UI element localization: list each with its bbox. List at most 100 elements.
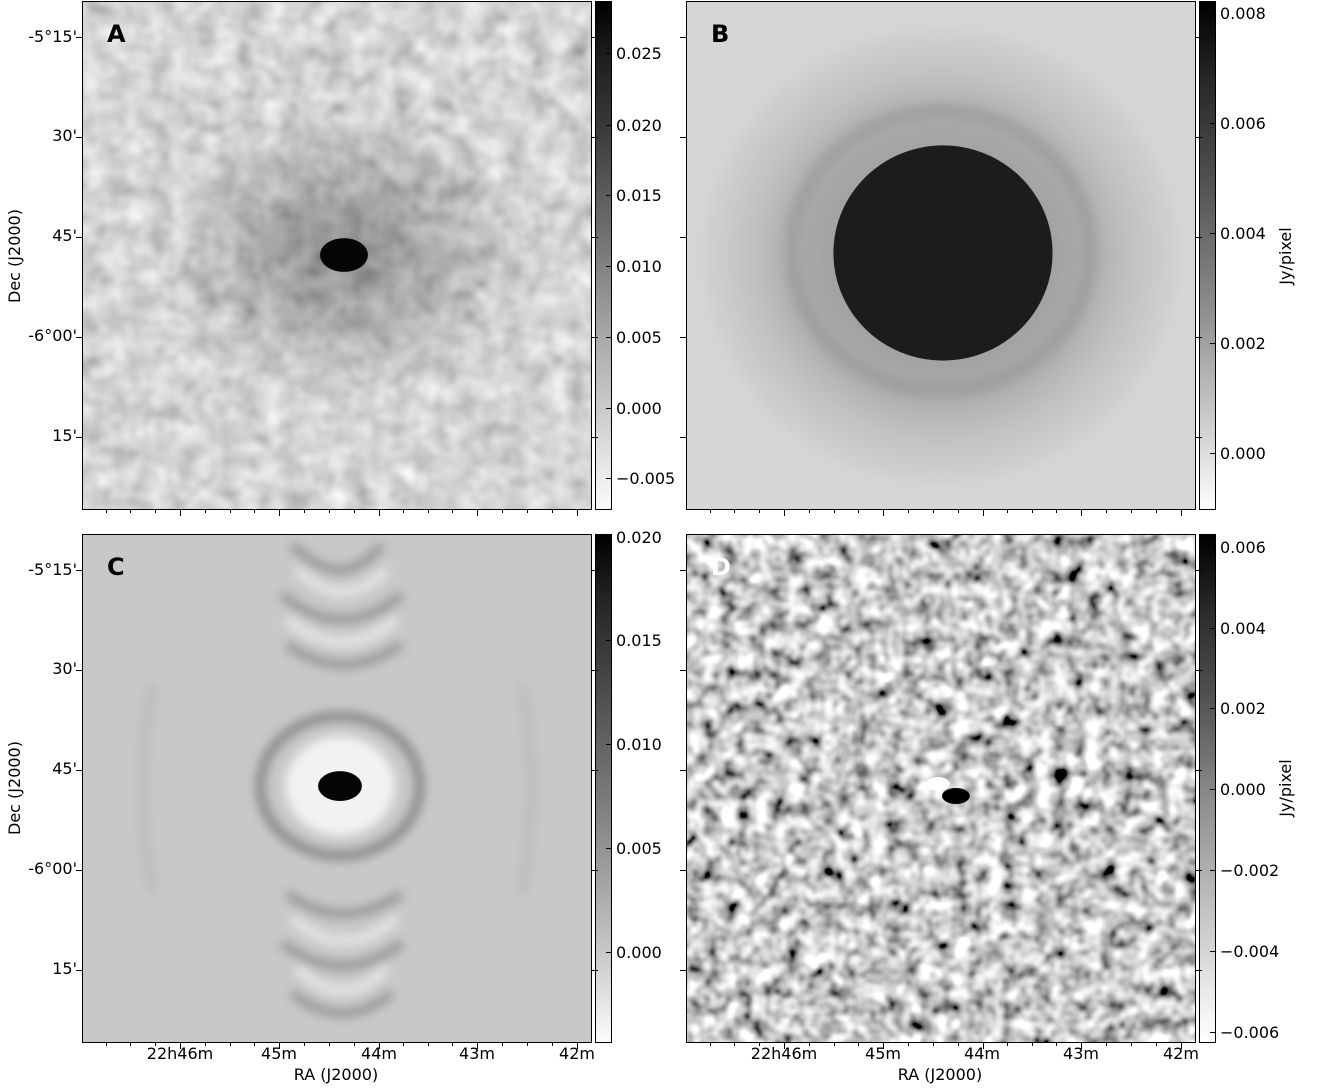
colorbar-a-tick-label: 0.010 bbox=[616, 257, 662, 276]
ra-minor-tick-mark bbox=[1131, 510, 1132, 513]
ra-minor-tick-mark bbox=[1131, 1043, 1132, 1046]
ra-minor-tick-mark bbox=[254, 510, 255, 513]
ra-minor-tick-mark bbox=[1032, 1043, 1033, 1046]
colorbar-d-tick-label: 0.002 bbox=[1220, 699, 1266, 718]
colorbar-d-unit: Jy/pixel bbox=[1276, 759, 1295, 817]
dec-tick-mark bbox=[76, 970, 82, 971]
ra-minor-tick-mark bbox=[958, 510, 959, 513]
ra-minor-tick-mark bbox=[1056, 1043, 1057, 1046]
dec-tick-mark bbox=[76, 870, 82, 871]
colorbar-tick-mark bbox=[1210, 453, 1216, 454]
colorbar-tick-mark bbox=[606, 478, 612, 479]
dec-tick-label: 15' bbox=[52, 959, 77, 978]
colorbar-b-tick-label: 0.008 bbox=[1220, 4, 1266, 23]
ra-minor-tick-mark bbox=[205, 1043, 206, 1046]
colorbar-tick-mark bbox=[606, 337, 612, 338]
colorbar-a-tick-label: 0.000 bbox=[616, 399, 662, 418]
ra-tick-label: 44m bbox=[964, 1044, 1000, 1063]
dec-axis-title: Dec (J2000) bbox=[5, 209, 24, 303]
ra-tick-mark bbox=[379, 510, 380, 516]
dec-tick-mark bbox=[592, 337, 598, 338]
ra-minor-tick-mark bbox=[933, 510, 934, 513]
ra-minor-tick-mark bbox=[759, 510, 760, 513]
colorbar-tick-mark bbox=[1210, 870, 1216, 871]
ra-minor-tick-mark bbox=[908, 1043, 909, 1046]
ra-tick-mark bbox=[577, 1043, 578, 1049]
ra-tick-mark bbox=[1181, 510, 1182, 516]
ra-minor-tick-mark bbox=[734, 1043, 735, 1046]
dec-tick-mark bbox=[76, 337, 82, 338]
panel-c-map bbox=[83, 535, 591, 1042]
ra-axis-title: RA (J2000) bbox=[293, 1065, 379, 1084]
panel-b-label: B bbox=[711, 20, 730, 48]
ra-minor-tick-mark bbox=[230, 1043, 231, 1046]
colorbar-d-tick-label: 0.004 bbox=[1220, 619, 1266, 638]
ra-tick-label: 43m bbox=[1063, 1044, 1099, 1063]
ra-tick-mark bbox=[279, 1043, 280, 1049]
ra-minor-tick-mark bbox=[1032, 510, 1033, 513]
ra-minor-tick-mark bbox=[834, 510, 835, 513]
dec-tick-mark bbox=[592, 770, 598, 771]
colorbar-tick-mark bbox=[1210, 13, 1216, 14]
ra-minor-tick-mark bbox=[527, 510, 528, 513]
ra-tick-label: 42m bbox=[1163, 1044, 1199, 1063]
ra-minor-tick-mark bbox=[1156, 1043, 1157, 1046]
dec-tick-mark bbox=[592, 870, 598, 871]
dec-tick-mark bbox=[680, 870, 686, 871]
ra-tick-label: 22h46m bbox=[146, 1044, 214, 1063]
dec-tick-label: 30' bbox=[52, 126, 77, 145]
ra-minor-tick-mark bbox=[130, 1043, 131, 1046]
ra-minor-tick-mark bbox=[1056, 510, 1057, 513]
colorbar-d bbox=[1199, 534, 1216, 1043]
ra-tick-mark bbox=[477, 510, 478, 516]
ra-minor-tick-mark bbox=[809, 1043, 810, 1046]
panel-c-label: C bbox=[107, 553, 125, 581]
ra-minor-tick-mark bbox=[1106, 510, 1107, 513]
ra-tick-mark bbox=[180, 510, 181, 516]
dec-tick-mark bbox=[592, 237, 598, 238]
panel-d-image: D bbox=[686, 534, 1196, 1043]
panel-a-source bbox=[320, 238, 368, 272]
dec-tick-mark bbox=[680, 37, 686, 38]
ra-minor-tick-mark bbox=[908, 510, 909, 513]
dec-tick-mark bbox=[592, 970, 598, 971]
dec-tick-mark bbox=[1196, 970, 1202, 971]
ra-minor-tick-mark bbox=[958, 1043, 959, 1046]
colorbar-d-tick-label: 0.006 bbox=[1220, 538, 1266, 557]
ra-axis-title: RA (J2000) bbox=[897, 1065, 983, 1084]
dec-tick-mark bbox=[592, 437, 598, 438]
colorbar-b-tick-label: 0.000 bbox=[1220, 444, 1266, 463]
colorbar-tick-mark bbox=[606, 266, 612, 267]
panel-b-image: B bbox=[686, 1, 1196, 510]
ra-minor-tick-mark bbox=[304, 510, 305, 513]
colorbar-tick-mark bbox=[1210, 951, 1216, 952]
dec-tick-label: 15' bbox=[52, 426, 77, 445]
ra-minor-tick-mark bbox=[254, 1043, 255, 1046]
colorbar-tick-mark bbox=[606, 848, 612, 849]
ra-tick-mark bbox=[883, 1043, 884, 1049]
dec-tick-label: 45' bbox=[52, 226, 77, 245]
ra-minor-tick-mark bbox=[106, 1043, 107, 1046]
dec-tick-mark bbox=[1196, 337, 1202, 338]
colorbar-b-unit: Jy/pixel bbox=[1276, 227, 1295, 285]
ra-minor-tick-mark bbox=[1007, 1043, 1008, 1046]
colorbar-tick-mark bbox=[1210, 343, 1216, 344]
dec-tick-mark bbox=[592, 137, 598, 138]
ra-tick-mark bbox=[784, 510, 785, 516]
panel-c-image: C bbox=[82, 534, 592, 1043]
ra-tick-mark bbox=[279, 510, 280, 516]
ra-tick-mark bbox=[477, 1043, 478, 1049]
ra-minor-tick-mark bbox=[527, 1043, 528, 1046]
dec-tick-mark bbox=[1196, 437, 1202, 438]
panel-d-residual-dark bbox=[941, 788, 970, 804]
ra-minor-tick-mark bbox=[428, 1043, 429, 1046]
dec-tick-label: -6°00' bbox=[28, 859, 77, 878]
dec-tick-mark bbox=[76, 437, 82, 438]
ra-tick-mark bbox=[379, 1043, 380, 1049]
dec-tick-mark bbox=[680, 670, 686, 671]
ra-tick-label: 44m bbox=[361, 1044, 397, 1063]
dec-tick-mark bbox=[680, 570, 686, 571]
ra-minor-tick-mark bbox=[1156, 510, 1157, 513]
dec-tick-mark bbox=[1196, 570, 1202, 571]
ra-tick-label: 45m bbox=[865, 1044, 901, 1063]
